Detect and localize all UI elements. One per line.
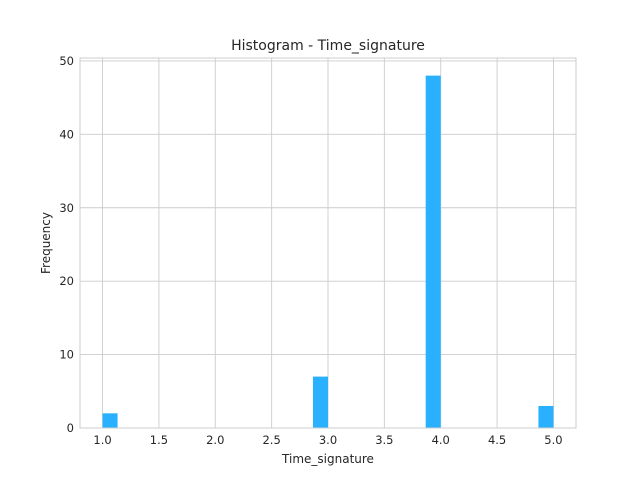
histogram-bar [102,413,118,428]
histogram-bars [102,75,554,428]
x-tick-label: 2.5 [262,433,280,447]
histogram-bar [312,376,328,428]
x-tick-label: 4.0 [432,433,450,447]
histogram-bar [538,405,554,428]
x-tick-label: 3.0 [319,433,337,447]
y-tick-label: 10 [59,348,74,362]
histogram-bar [425,75,441,428]
chart-title: Histogram - Time_signature [231,38,425,54]
y-axis-label: Frequency [39,212,53,274]
x-tick-label: 1.5 [150,433,168,447]
y-tick-label: 40 [59,127,74,141]
x-axis-label: Time_signature [281,452,374,466]
y-tick-label: 50 [59,54,74,68]
x-tick-label: 5.0 [544,433,562,447]
x-axis-ticks: 1.0 1.5 2.0 2.5 3.0 3.5 4.0 4.5 5.0 [93,433,562,447]
y-tick-label: 0 [67,421,74,435]
x-tick-label: 3.5 [375,433,393,447]
x-tick-label: 1.0 [93,433,111,447]
grid-lines [80,58,576,429]
y-axis-ticks: 0 10 20 30 40 50 [59,54,74,435]
plot-frame [79,57,577,429]
y-tick-label: 20 [59,274,74,288]
x-tick-label: 2.0 [206,433,224,447]
x-tick-label: 4.5 [488,433,506,447]
y-tick-label: 30 [59,201,74,215]
